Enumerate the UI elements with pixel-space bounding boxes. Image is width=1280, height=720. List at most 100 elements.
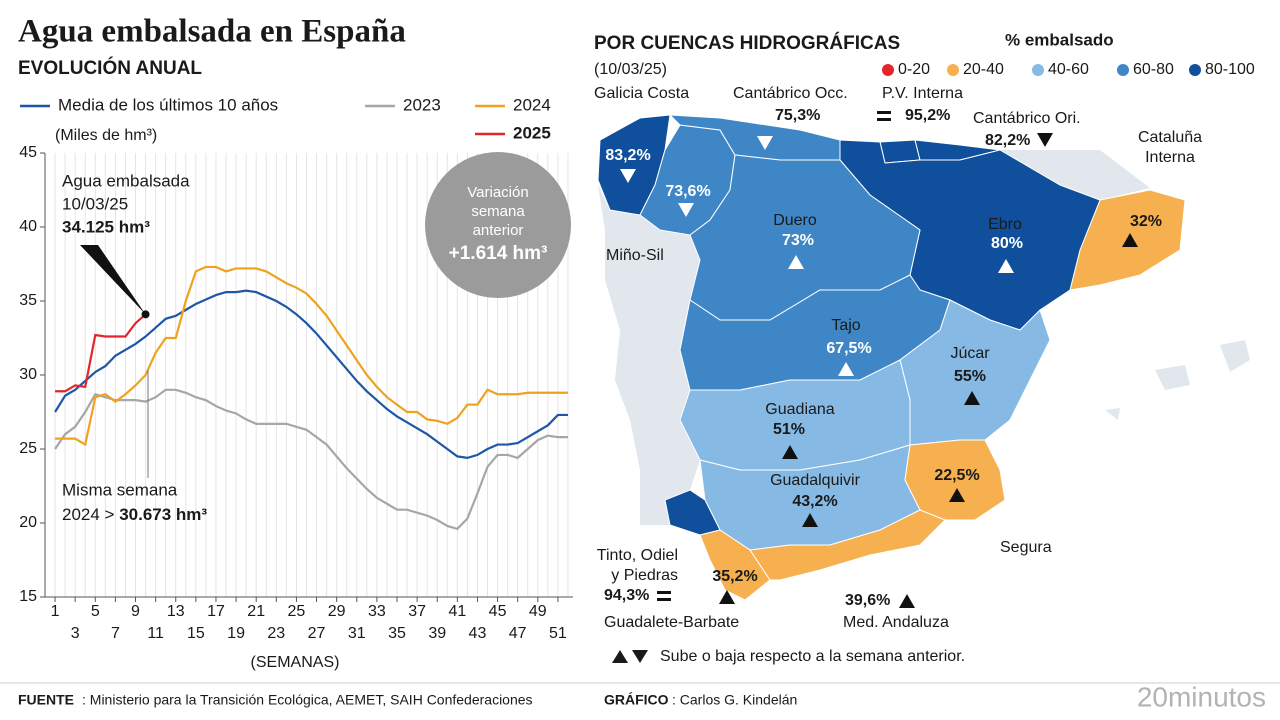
legend-label: 2024 <box>513 95 551 114</box>
basin-name: P.V. Interna <box>882 85 963 102</box>
trend-up <box>949 488 965 502</box>
basin-value: 73,6% <box>665 183 710 200</box>
legend-label: 2023 <box>403 95 441 114</box>
x-tick-label: 17 <box>207 603 225 620</box>
basin-value: 22,5% <box>934 467 979 484</box>
x-tick-label: 15 <box>187 625 205 642</box>
x-tick-label: 5 <box>91 603 100 620</box>
trend-up <box>719 590 735 604</box>
map-legend-label: 80-100 <box>1205 61 1255 78</box>
basin-value: 75,3% <box>775 107 820 124</box>
x-tick-label: 11 <box>147 625 164 642</box>
x-tick-label: 1 <box>51 603 60 620</box>
basin-name: Tajo <box>831 317 860 334</box>
map-legend-label: 20-40 <box>963 61 1004 78</box>
map-legend-swatch <box>1117 64 1129 76</box>
trend-up <box>782 445 798 459</box>
annotation: 10/03/25 <box>62 194 128 213</box>
basin-value: 51% <box>773 421 805 438</box>
trend-down <box>620 169 636 183</box>
current-point <box>141 310 150 319</box>
basin-value: 32% <box>1130 213 1162 230</box>
logo: 20minutos <box>1137 681 1266 712</box>
basin-name: Segura <box>1000 539 1052 556</box>
basin-name: Miño-Sil <box>606 247 664 264</box>
y-tick-label: 30 <box>19 366 37 383</box>
islands <box>1105 340 1250 420</box>
basin-name: Guadalete-Barbate <box>604 614 739 631</box>
variation-text: Variación <box>467 184 528 201</box>
x-tick-label: 3 <box>71 625 80 642</box>
variation-text: semana <box>471 203 525 220</box>
variation-bubble <box>425 152 571 298</box>
map-date: (10/03/25) <box>594 61 667 78</box>
basin-name: y Piedras <box>611 567 678 584</box>
x-tick-label: 39 <box>428 625 446 642</box>
trend-down <box>1037 133 1053 147</box>
basin-name: Cataluña <box>1138 129 1202 146</box>
legend-label: Media de los últimos 10 años <box>58 95 278 114</box>
trend-equal <box>877 111 891 114</box>
x-tick-label: 47 <box>509 625 527 642</box>
y-tick-label: 45 <box>19 144 37 161</box>
trend-equal <box>657 591 671 594</box>
basin-name: Ebro <box>988 216 1022 233</box>
trend-down <box>757 136 773 150</box>
x-tick-label: 27 <box>308 625 326 642</box>
x-tick-label: 33 <box>368 603 386 620</box>
map-title: POR CUENCAS HIDROGRÁFICAS <box>594 32 900 54</box>
y-tick-label: 40 <box>19 218 37 235</box>
y-tick-label: 35 <box>19 292 37 309</box>
trend-up <box>964 391 980 405</box>
annotation-part: 30.673 hm³ <box>119 505 207 524</box>
basin-name: Cantábrico Ori. <box>973 110 1081 127</box>
trend-up <box>998 259 1014 273</box>
france <box>1000 150 1150 200</box>
y-tick-label: 25 <box>19 440 37 457</box>
map-legend-swatch <box>1032 64 1044 76</box>
basin <box>749 509 946 581</box>
trend-up <box>838 362 854 376</box>
units: (Miles de hm³) <box>55 127 157 144</box>
variation-value: +1.614 hm³ <box>449 243 548 264</box>
series-line <box>54 388 568 531</box>
x-tick-label: 19 <box>227 625 245 642</box>
basin-value: 94,3% <box>604 587 649 604</box>
basin-value: 35,2% <box>712 568 757 585</box>
series-line <box>55 265 568 447</box>
map-legend-title: % embalsado <box>1005 30 1114 49</box>
basin-value: 43,2% <box>792 493 837 510</box>
annotation: Misma semana <box>62 480 178 499</box>
x-tick-label: 9 <box>131 603 140 620</box>
source-label: FUENTE <box>18 692 74 708</box>
basin-value: 80% <box>991 235 1023 252</box>
basin-value: 73% <box>782 232 814 249</box>
x-tick-label: 31 <box>348 625 366 642</box>
trend-equal <box>877 118 891 121</box>
basin-name: Guadalquivir <box>770 472 861 489</box>
title: Agua embalsada en España <box>18 14 406 50</box>
map-legend-label: 60-80 <box>1133 61 1174 78</box>
variation-text: anterior <box>473 222 524 239</box>
annotation: Agua embalsada <box>62 171 190 190</box>
trend-equal <box>657 598 671 601</box>
x-axis-label: (SEMANAS) <box>251 654 340 671</box>
x-tick-label: 49 <box>529 603 547 620</box>
trend-up <box>899 594 915 608</box>
map-legend-swatch <box>882 64 894 76</box>
basin-value: 95,2% <box>905 107 950 124</box>
basin-value: 39,6% <box>845 592 890 609</box>
map-legend-swatch <box>947 64 959 76</box>
trend-up <box>802 513 818 527</box>
basin-name: Guadiana <box>765 401 834 418</box>
x-tick-label: 37 <box>408 603 426 620</box>
map-legend-label: 40-60 <box>1048 61 1089 78</box>
credit-label: GRÁFICO <box>604 692 669 708</box>
map-legend-label: 0-20 <box>898 61 930 78</box>
x-tick-label: 29 <box>328 603 346 620</box>
basin-name: Galicia Costa <box>594 85 689 102</box>
series-line <box>54 289 568 460</box>
pointer <box>80 245 146 315</box>
x-tick-label: 7 <box>111 625 120 642</box>
x-tick-label: 25 <box>288 603 306 620</box>
